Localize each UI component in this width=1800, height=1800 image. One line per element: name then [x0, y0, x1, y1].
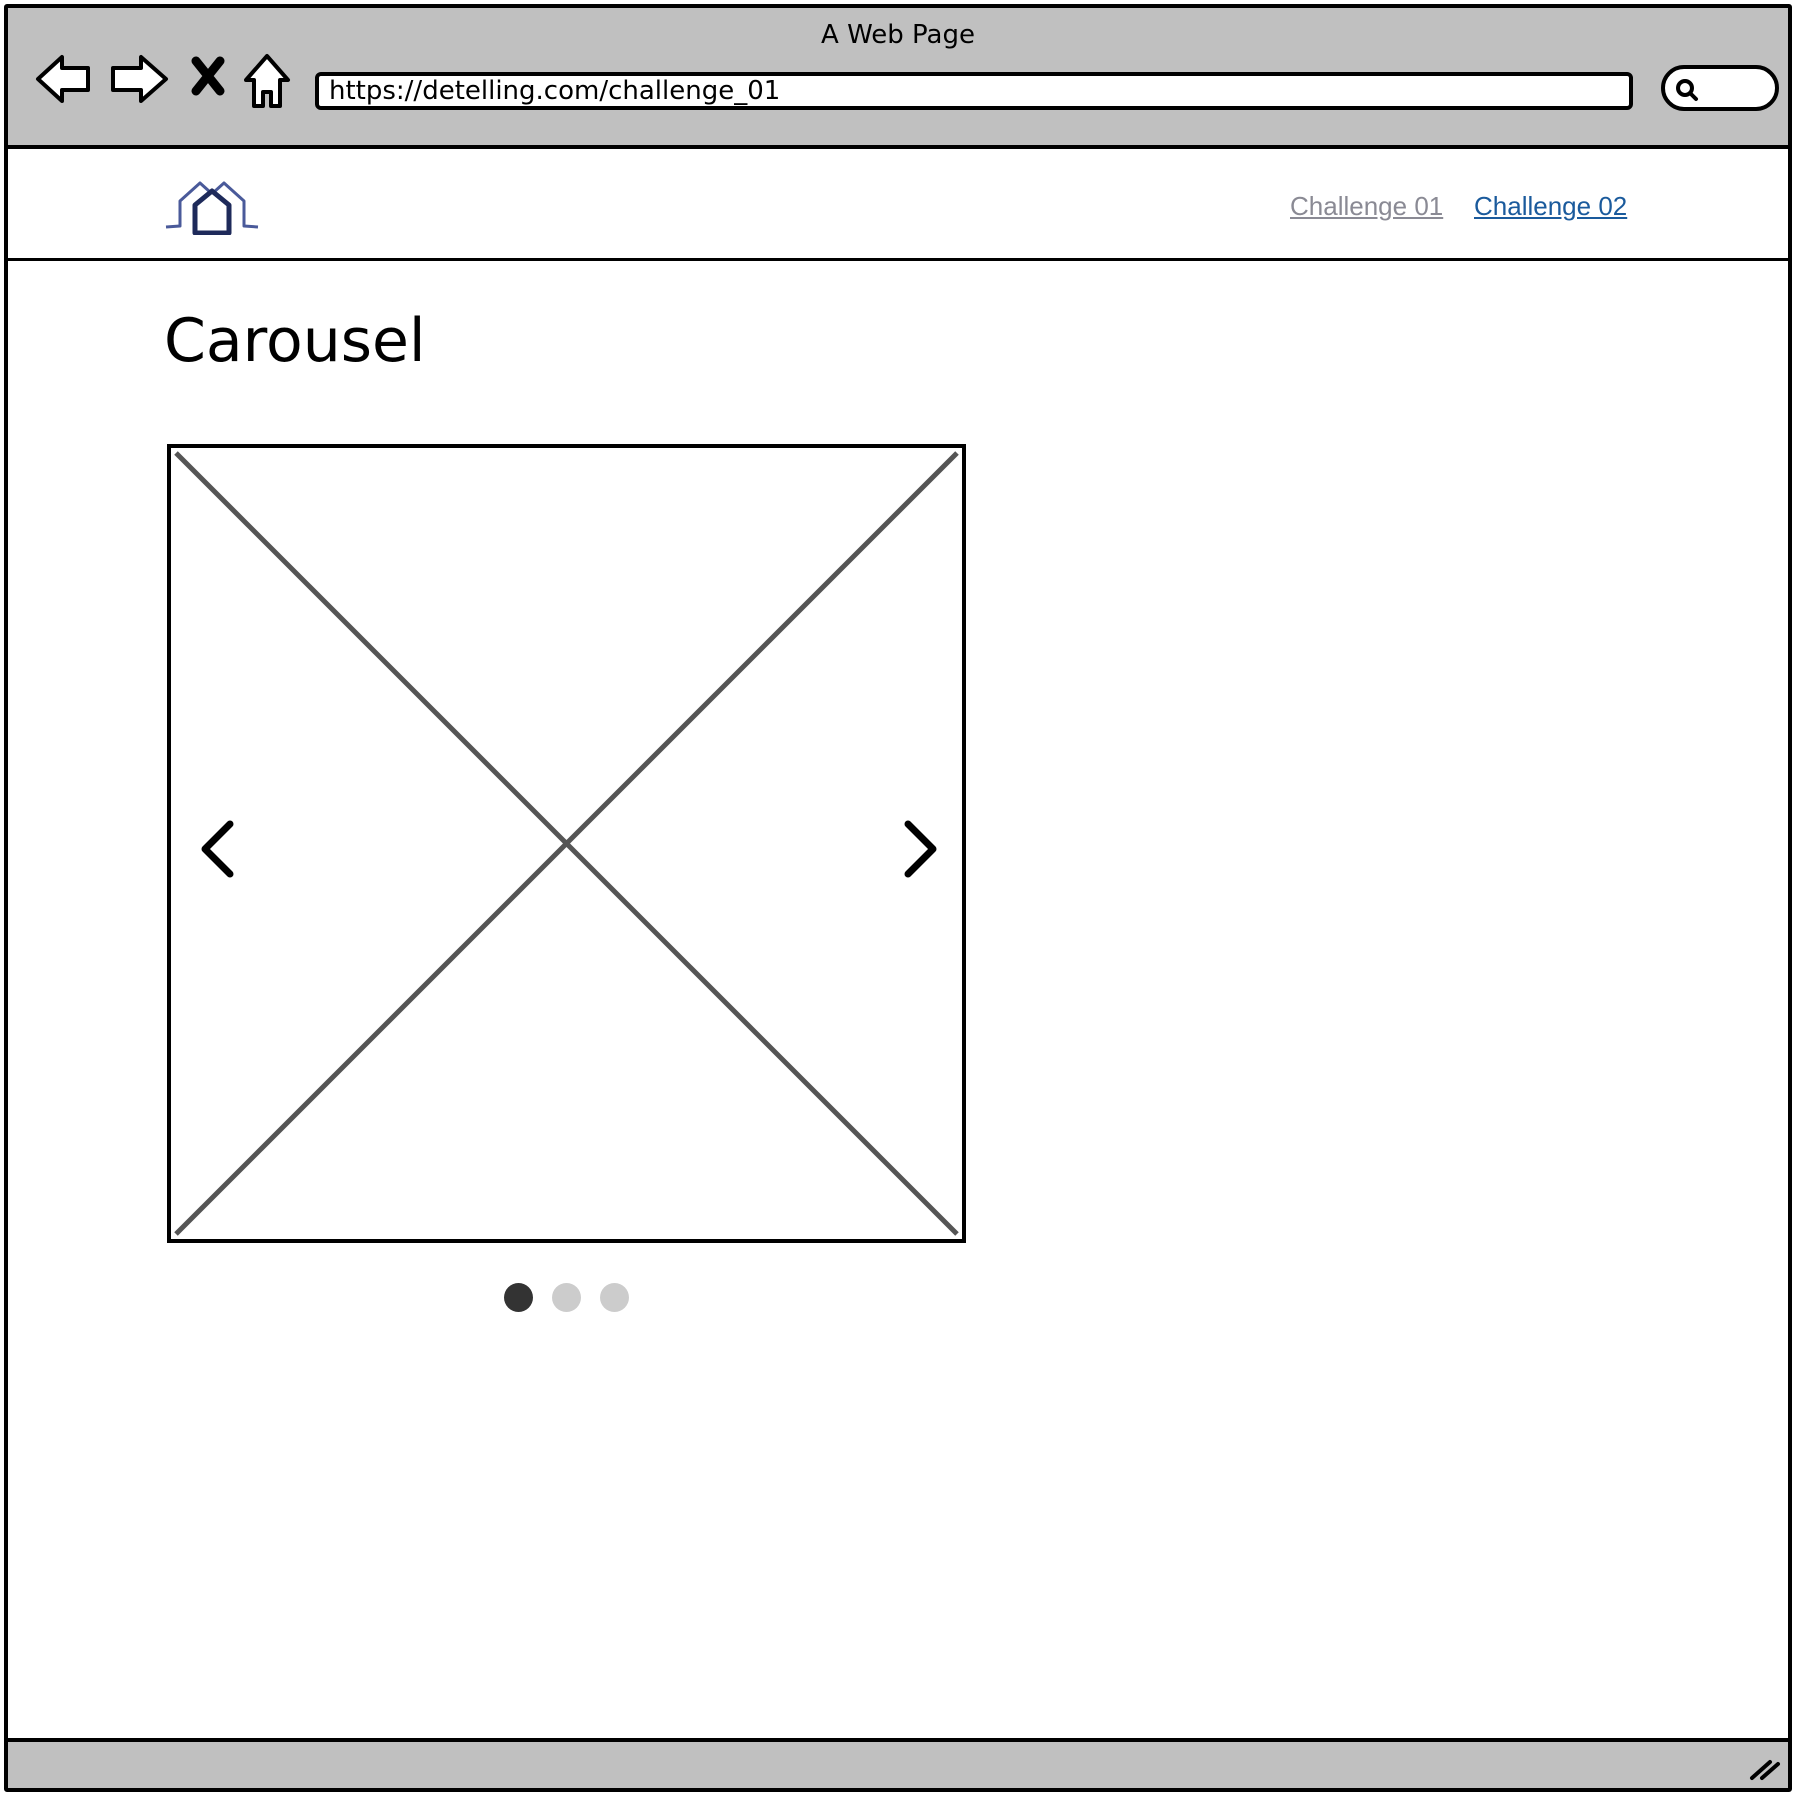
- nav-link-challenge-01[interactable]: Challenge 01: [1290, 191, 1444, 221]
- chevron-right-icon: [904, 820, 937, 878]
- stop-button[interactable]: [190, 56, 226, 100]
- browser-toolbar: A Web Page https://detelling.com/challen…: [8, 8, 1788, 149]
- carousel-prev-button[interactable]: [197, 818, 237, 884]
- magnifier-icon: [1676, 79, 1698, 101]
- resize-grip-icon[interactable]: [1748, 1754, 1782, 1782]
- home-button[interactable]: [242, 52, 292, 114]
- home-icon: [244, 54, 290, 108]
- search-field[interactable]: [1661, 65, 1779, 111]
- url-input[interactable]: https://detelling.com/challenge_01: [315, 72, 1633, 110]
- browser-window: A Web Page https://detelling.com/challen…: [4, 4, 1792, 1792]
- carousel-dot-3[interactable]: [600, 1283, 629, 1312]
- chevron-left-icon: [201, 820, 234, 878]
- back-arrow-icon: [36, 55, 90, 103]
- carousel-dot-2[interactable]: [552, 1283, 581, 1312]
- back-button[interactable]: [34, 50, 92, 112]
- image-placeholder: [174, 451, 959, 1236]
- site-header: Challenge 01 Challenge 02: [8, 149, 1788, 261]
- page-title: Carousel: [164, 306, 426, 376]
- stop-x-icon: [191, 56, 225, 96]
- nav-link-challenge-02[interactable]: Challenge 02: [1474, 191, 1628, 221]
- logo[interactable]: [162, 179, 262, 239]
- window-title: A Web Page: [821, 20, 975, 50]
- carousel-next-button[interactable]: [901, 818, 941, 884]
- carousel-dot-1[interactable]: [504, 1283, 533, 1312]
- house-logo-icon: [165, 181, 259, 236]
- forward-arrow-icon: [111, 55, 168, 103]
- carousel: [167, 444, 966, 1243]
- status-bar: [8, 1738, 1788, 1788]
- forward-button[interactable]: [108, 50, 170, 112]
